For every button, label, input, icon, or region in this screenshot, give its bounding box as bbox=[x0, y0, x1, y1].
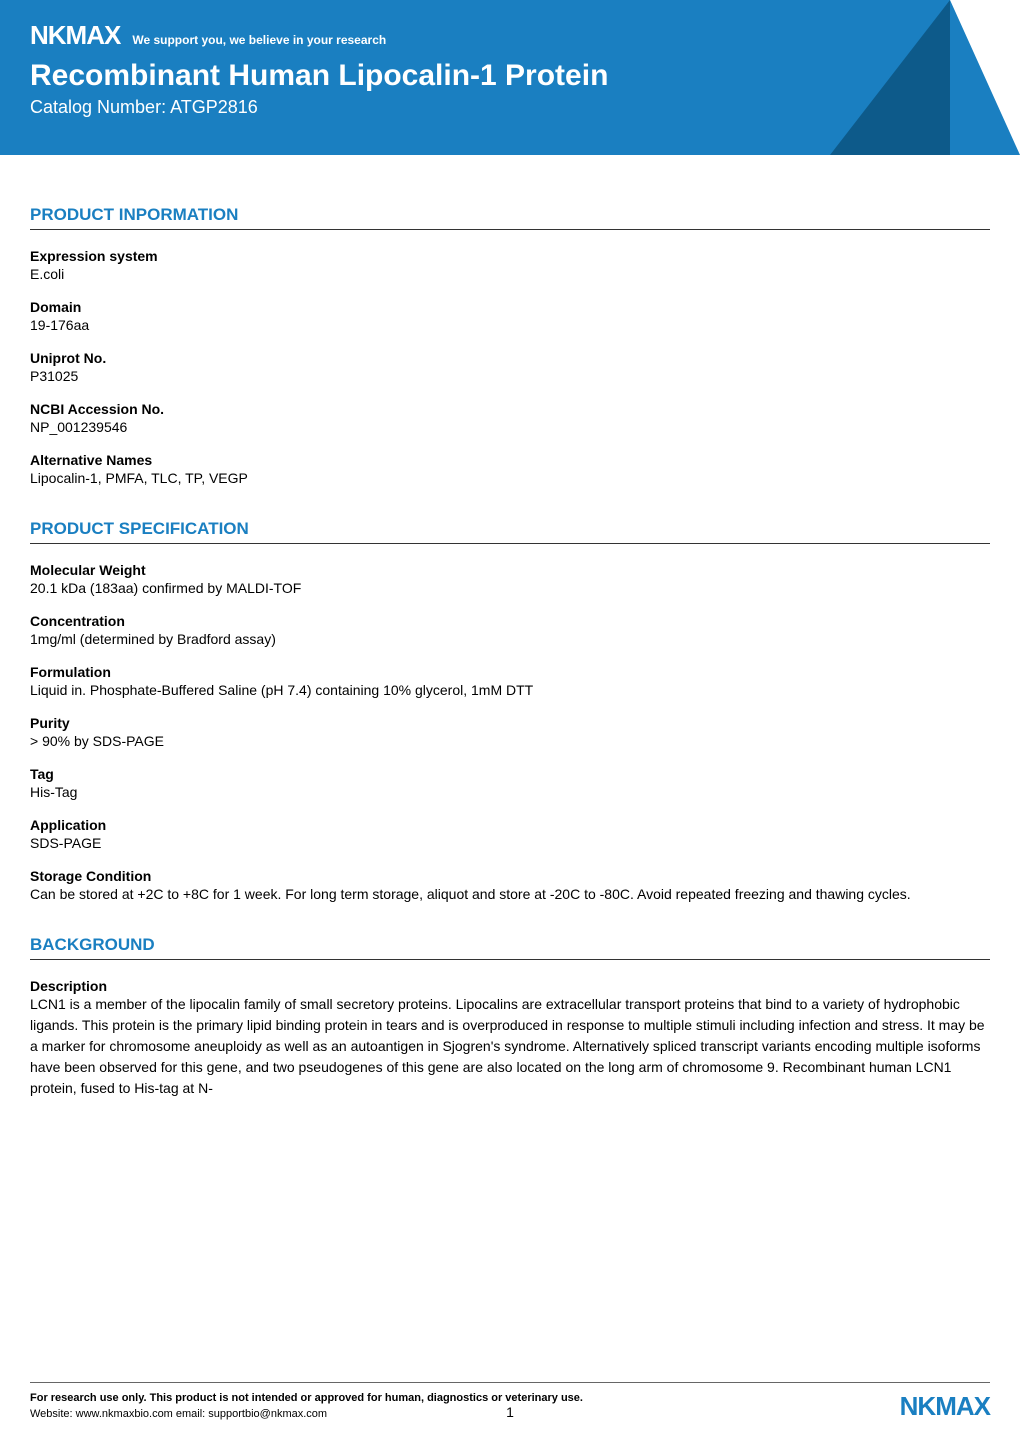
field-label: Alternative Names bbox=[30, 452, 990, 468]
field-expression-system: Expression system E.coli bbox=[30, 248, 990, 285]
field-value: 1mg/ml (determined by Bradford assay) bbox=[30, 631, 276, 647]
field-mol-weight: Molecular Weight 20.1 kDa (183aa) confir… bbox=[30, 562, 990, 599]
field-label: NCBI Accession No. bbox=[30, 401, 990, 417]
field-label: Molecular Weight bbox=[30, 562, 990, 578]
field-value: SDS-PAGE bbox=[30, 835, 101, 851]
brand-tagline: We support you, we believe in your resea… bbox=[132, 33, 386, 47]
field-value: 19-176aa bbox=[30, 317, 89, 333]
field-value: E.coli bbox=[30, 266, 64, 282]
footer-contact: Website: www.nkmaxbio.com email: support… bbox=[30, 1408, 327, 1420]
field-tag: Tag His-Tag bbox=[30, 766, 990, 803]
catalog-number: Catalog Number: ATGP2816 bbox=[30, 97, 990, 118]
brand-logo: NKMAX bbox=[30, 20, 120, 51]
field-label: Application bbox=[30, 817, 990, 833]
field-value: Can be stored at +2C to +8C for 1 week. … bbox=[30, 886, 911, 902]
field-label: Concentration bbox=[30, 613, 990, 629]
field-application: Application SDS-PAGE bbox=[30, 817, 990, 854]
field-value: Lipocalin-1, PMFA, TLC, TP, VEGP bbox=[30, 470, 248, 486]
field-value: > 90% by SDS-PAGE bbox=[30, 733, 164, 749]
field-value: LCN1 is a member of the lipocalin family… bbox=[30, 996, 985, 1096]
content-area: PRODUCT INPORMATION Expression system E.… bbox=[0, 155, 1020, 1133]
field-label: Domain bbox=[30, 299, 990, 315]
product-title: Recombinant Human Lipocalin-1 Protein bbox=[30, 59, 990, 93]
field-storage: Storage Condition Can be stored at +2C t… bbox=[30, 868, 990, 905]
logo-row: NKMAX We support you, we believe in your… bbox=[30, 20, 990, 51]
field-label: Storage Condition bbox=[30, 868, 990, 884]
field-description: Description LCN1 is a member of the lipo… bbox=[30, 978, 990, 1099]
footer-logo: NKMAX bbox=[900, 1391, 990, 1422]
page-number: 1 bbox=[506, 1404, 514, 1420]
field-purity: Purity > 90% by SDS-PAGE bbox=[30, 715, 990, 752]
field-label: Formulation bbox=[30, 664, 990, 680]
field-formulation: Formulation Liquid in. Phosphate-Buffere… bbox=[30, 664, 990, 701]
field-domain: Domain 19-176aa bbox=[30, 299, 990, 336]
field-ncbi: NCBI Accession No. NP_001239546 bbox=[30, 401, 990, 438]
section-heading-background: BACKGROUND bbox=[30, 935, 990, 960]
field-concentration: Concentration 1mg/ml (determined by Brad… bbox=[30, 613, 990, 650]
field-label: Description bbox=[30, 978, 990, 994]
field-uniprot: Uniprot No. P31025 bbox=[30, 350, 990, 387]
field-label: Tag bbox=[30, 766, 990, 782]
footer-text: For research use only. This product is n… bbox=[30, 1391, 583, 1422]
field-value: Liquid in. Phosphate-Buffered Saline (pH… bbox=[30, 682, 533, 698]
section-heading-product-info: PRODUCT INPORMATION bbox=[30, 205, 990, 230]
footer-disclaimer: For research use only. This product is n… bbox=[30, 1392, 583, 1404]
field-alt-names: Alternative Names Lipocalin-1, PMFA, TLC… bbox=[30, 452, 990, 489]
field-value: His-Tag bbox=[30, 784, 77, 800]
section-heading-product-spec: PRODUCT SPECIFICATION bbox=[30, 519, 990, 544]
field-value: NP_001239546 bbox=[30, 419, 127, 435]
field-label: Expression system bbox=[30, 248, 990, 264]
header-banner: NKMAX We support you, we believe in your… bbox=[0, 0, 1020, 155]
page-footer: For research use only. This product is n… bbox=[30, 1382, 990, 1422]
field-label: Purity bbox=[30, 715, 990, 731]
field-value: P31025 bbox=[30, 368, 78, 384]
field-label: Uniprot No. bbox=[30, 350, 990, 366]
field-value: 20.1 kDa (183aa) confirmed by MALDI-TOF bbox=[30, 580, 301, 596]
